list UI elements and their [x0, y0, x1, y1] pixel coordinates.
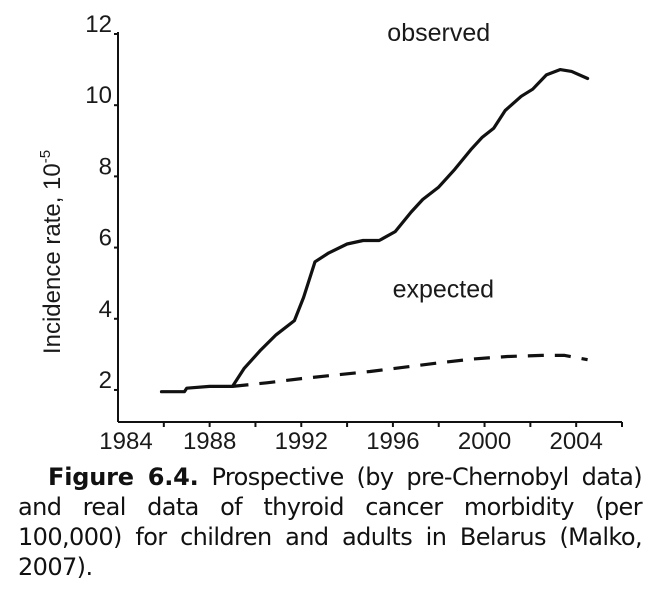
- annotation-expected: expected: [393, 275, 494, 303]
- y-tick-label: 4: [99, 296, 112, 323]
- y-axis-label: Incidence rate, 10-5: [37, 150, 66, 354]
- annotation-layer: observed expected: [387, 19, 494, 303]
- series-line-observed: [159, 68, 590, 394]
- caption-text: Prospective (by pre-Chernobyl data) and …: [18, 463, 643, 581]
- y-ticks: 2 4 6 8 10 12: [85, 11, 118, 394]
- x-tick-label: 1984: [99, 428, 152, 455]
- y-tick-label: 12: [85, 11, 112, 38]
- figure-caption: Figure 6.4. Prospective (by pre-Chernoby…: [18, 462, 643, 582]
- x-ticks: 1984 1988 1992 1996 2000 2004: [99, 422, 623, 455]
- x-tick-label: 1988: [183, 428, 236, 455]
- axes: [117, 32, 622, 423]
- figure-label: Figure 6.4.: [48, 463, 199, 491]
- line-chart: 2 4 6 8 10 12 1984 1988 1992 1996 2000 2004 Incide…: [37, 11, 623, 455]
- series-layer: [159, 68, 590, 394]
- y-tick-label: 8: [99, 153, 112, 180]
- annotation-observed: observed: [387, 19, 490, 47]
- y-tick-label: 6: [99, 225, 112, 252]
- x-tick-label: 1992: [275, 428, 328, 455]
- y-axis-label-text: Incidence rate, 10: [39, 163, 66, 354]
- x-tick-label: 2004: [549, 428, 602, 455]
- x-tick-label: 2000: [458, 428, 511, 455]
- series-line-expected: [232, 353, 588, 388]
- y-axis-label-exponent: -5: [37, 150, 54, 163]
- y-tick-label: 10: [85, 82, 112, 109]
- y-tick-label: 2: [99, 367, 112, 394]
- x-tick-label: 1996: [366, 428, 419, 455]
